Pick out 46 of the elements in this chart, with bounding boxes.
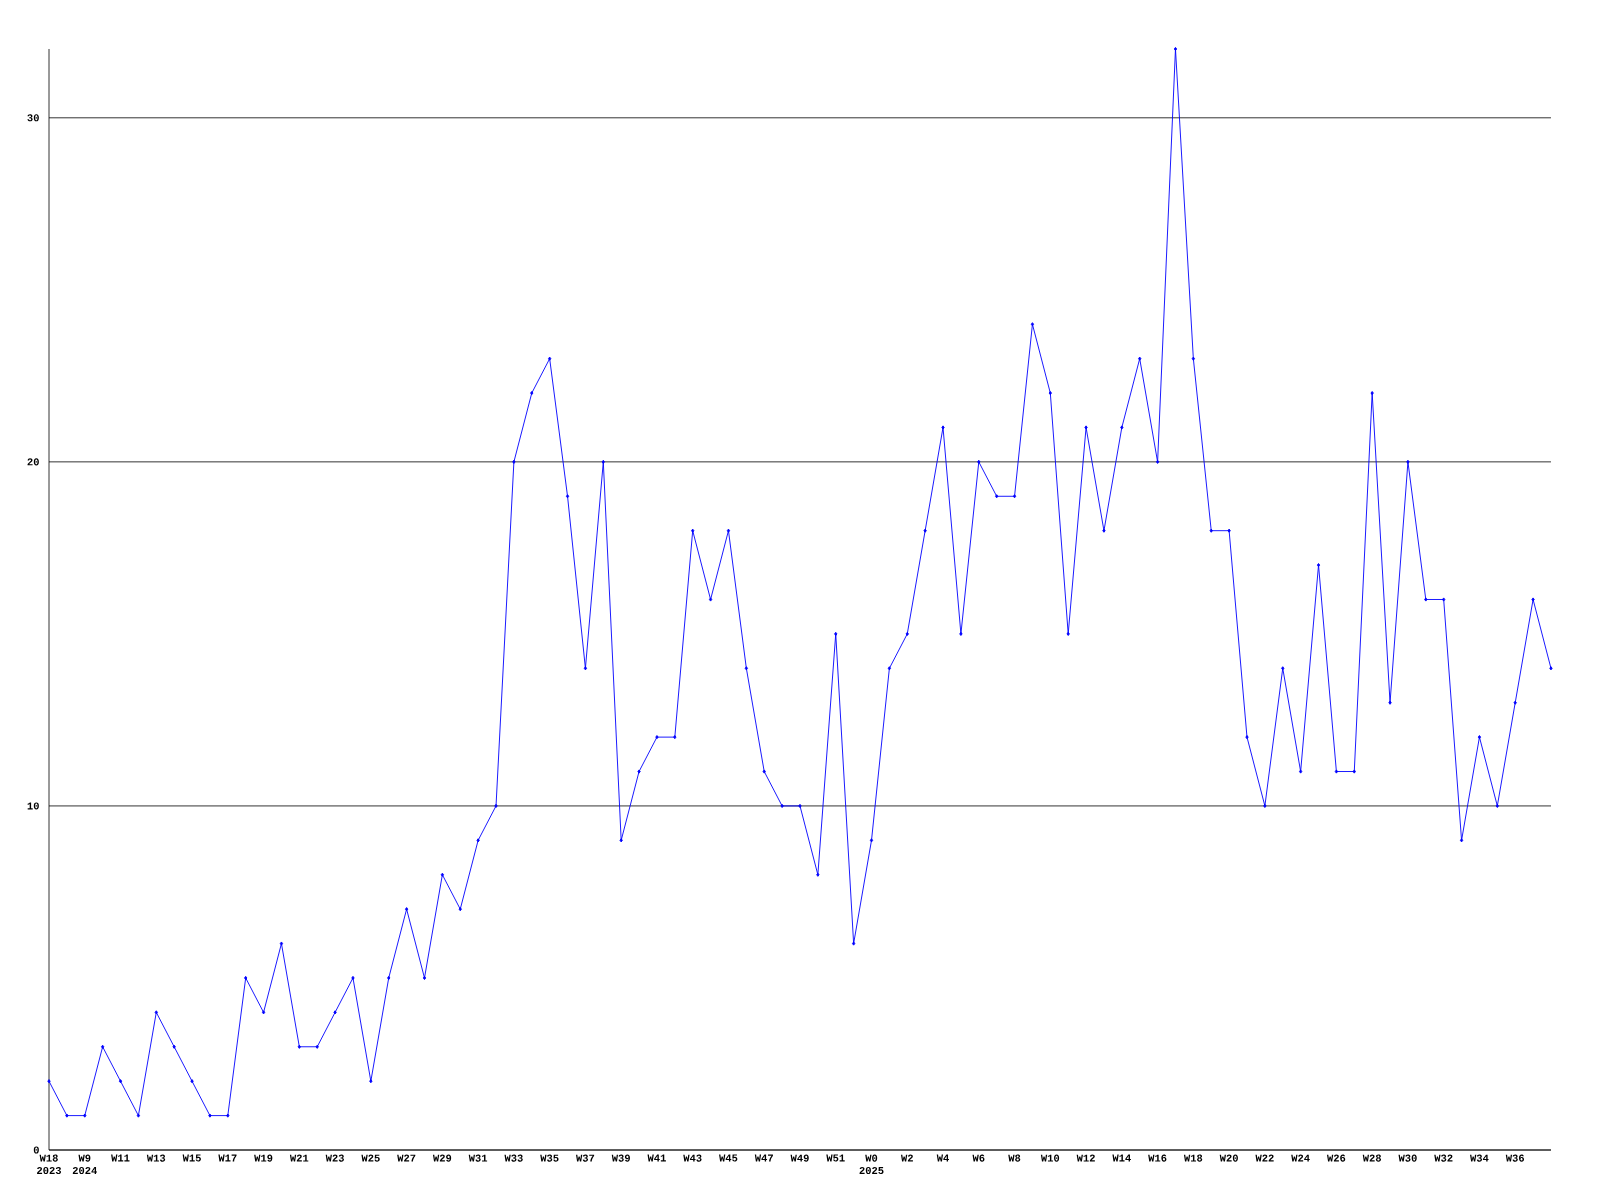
- x-tick-label: W17: [218, 1154, 237, 1162]
- x-tick-label: W11: [111, 1154, 130, 1162]
- x-tick-label: W43: [683, 1154, 702, 1162]
- x-tick-label: W29: [432, 1154, 452, 1162]
- x-tick-label: W33: [504, 1154, 523, 1162]
- x-tick-label: W25: [361, 1154, 380, 1162]
- y-tick-label: 20: [27, 458, 39, 466]
- x-tick-label: W16: [1148, 1154, 1167, 1162]
- x-tick-label: W10: [1040, 1154, 1060, 1162]
- x-tick-label: W13: [146, 1154, 166, 1162]
- x-tick-label: W30: [1398, 1154, 1417, 1162]
- x-tick-label: W15: [182, 1154, 201, 1162]
- x-tick-label: W27: [397, 1154, 416, 1162]
- x-tick-label: W35: [540, 1154, 559, 1162]
- x-tick-label: W19: [254, 1154, 273, 1162]
- x-tick-label: W2: [900, 1154, 913, 1162]
- x-tick-label: W24: [1291, 1154, 1310, 1162]
- x-tick-label: W28: [1362, 1154, 1382, 1162]
- x-tick-label: W31: [468, 1154, 488, 1162]
- x-tick-label: W21: [289, 1154, 309, 1162]
- x-tick-label: W12: [1076, 1154, 1095, 1162]
- x-tick-label: W45: [719, 1154, 738, 1162]
- x-tick-label: W37: [576, 1154, 595, 1162]
- x-tick-label: W14: [1112, 1154, 1131, 1162]
- x-tick-label: W23: [325, 1154, 344, 1162]
- x-tick-label: W47: [754, 1154, 773, 1162]
- x-tick-label: W22: [1255, 1154, 1274, 1162]
- x-tick-label: W4: [936, 1154, 949, 1162]
- x-tick-label: W0 2025: [859, 1154, 884, 1175]
- x-tick-label: W18: [1183, 1154, 1203, 1162]
- x-tick-label: W8: [1008, 1154, 1021, 1162]
- x-tick-label: W34: [1470, 1154, 1489, 1162]
- x-tick-label: W6: [972, 1154, 985, 1162]
- x-tick-label: W18 2023: [37, 1154, 62, 1175]
- y-tick-label: 30: [27, 114, 39, 122]
- x-tick-label: W32: [1434, 1154, 1453, 1162]
- x-tick-label: W41: [647, 1154, 666, 1162]
- x-tick-label: W49: [790, 1154, 809, 1162]
- y-tick-label: 10: [27, 802, 39, 810]
- x-tick-label: W51: [826, 1154, 845, 1162]
- x-tick-label: W20: [1219, 1154, 1238, 1162]
- x-tick-label: W9 2024: [72, 1154, 97, 1175]
- x-tick-label: W26: [1326, 1154, 1346, 1162]
- x-tick-label: W39: [611, 1154, 630, 1162]
- x-tick-label: W36: [1505, 1154, 1525, 1162]
- y-tick-label: 0: [33, 1146, 39, 1154]
